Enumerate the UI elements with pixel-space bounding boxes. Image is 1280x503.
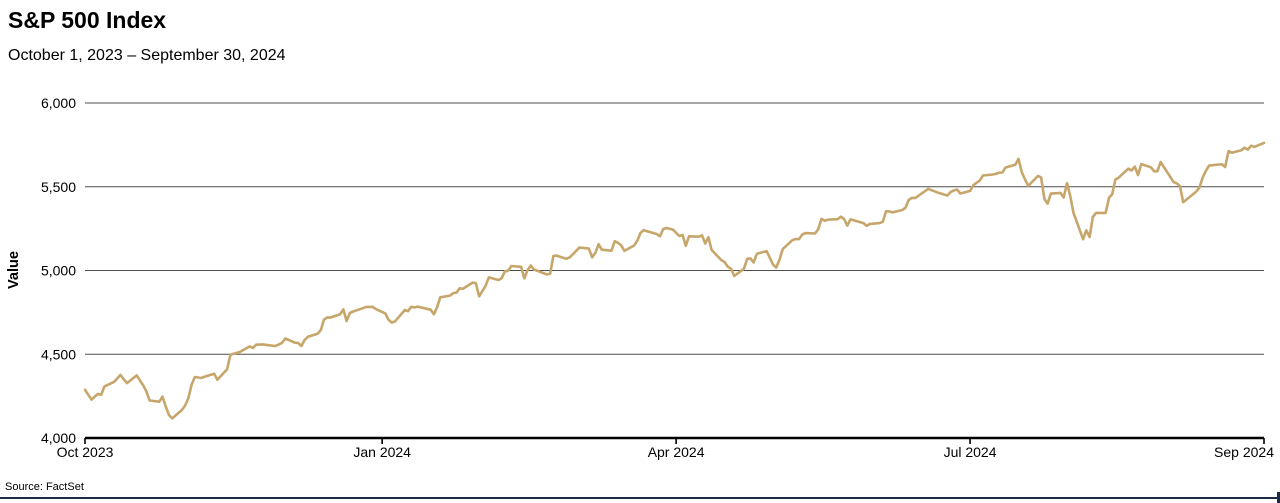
y-tick-label: 5,000	[41, 263, 76, 279]
x-tick-label: Jul 2024	[944, 444, 997, 460]
bottom-bar	[0, 497, 1280, 499]
y-tick-label: 4,000	[41, 430, 76, 446]
y-tick-label: 6,000	[41, 95, 76, 111]
y-tick-label: 5,500	[41, 179, 76, 195]
sp500-price-line	[83, 141, 1266, 420]
x-tick-label: Oct 2023	[57, 444, 114, 460]
y-tick-label: 4,500	[41, 346, 76, 362]
page-title: S&P 500 Index	[8, 7, 167, 33]
x-tick-label: Sep 2024	[1214, 444, 1274, 460]
y-axis-title: Value	[6, 251, 22, 289]
page-subtitle: October 1, 2023 – September 30, 2024	[8, 47, 286, 64]
x-tick-label: Jan 2024	[353, 444, 411, 460]
x-tick-label: Apr 2024	[648, 444, 705, 460]
corner-mark	[1277, 492, 1280, 503]
source-note: Source: FactSet	[5, 481, 84, 493]
